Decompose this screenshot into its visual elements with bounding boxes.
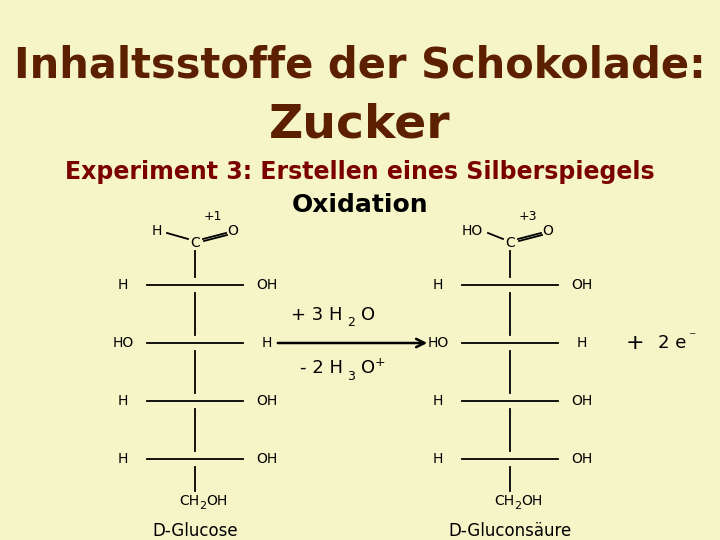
Text: H: H (118, 278, 128, 292)
Text: H: H (433, 394, 444, 408)
Text: +1: +1 (204, 211, 222, 224)
Text: OH: OH (207, 494, 228, 508)
Text: HO: HO (462, 224, 482, 238)
Text: ⁻: ⁻ (688, 330, 696, 344)
Text: - 2 H: - 2 H (300, 359, 343, 377)
Text: 3: 3 (348, 369, 356, 382)
Text: O: O (361, 306, 374, 324)
Text: H: H (433, 278, 444, 292)
Text: OH: OH (256, 278, 278, 292)
Text: Zucker: Zucker (269, 103, 451, 147)
Text: OH: OH (256, 452, 278, 466)
Text: OH: OH (256, 394, 278, 408)
Text: H: H (118, 452, 128, 466)
Text: O: O (361, 359, 374, 377)
Text: CH: CH (494, 494, 514, 508)
Text: H: H (577, 336, 588, 350)
Text: O: O (543, 224, 554, 238)
Text: Experiment 3: Erstellen eines Silberspiegels: Experiment 3: Erstellen eines Silberspie… (66, 160, 654, 184)
Text: +: + (374, 355, 385, 368)
Text: 2: 2 (348, 315, 356, 328)
Text: HO: HO (428, 336, 449, 350)
Text: D-Gluconsäure: D-Gluconsäure (449, 522, 572, 540)
Text: CH: CH (179, 494, 199, 508)
Text: D-Glucose: D-Glucose (152, 522, 238, 540)
Text: OH: OH (572, 278, 593, 292)
Text: H: H (152, 224, 162, 238)
Text: OH: OH (572, 452, 593, 466)
Text: 2 e: 2 e (658, 334, 686, 352)
Text: OH: OH (572, 394, 593, 408)
Text: H: H (433, 452, 444, 466)
Text: O: O (228, 224, 238, 238)
Text: H: H (262, 336, 272, 350)
Text: HO: HO (112, 336, 134, 350)
Text: H: H (118, 394, 128, 408)
Text: C: C (190, 236, 200, 250)
Text: + 3 H: + 3 H (291, 306, 343, 324)
Text: 2: 2 (514, 501, 521, 511)
Text: +: + (626, 333, 644, 353)
Text: +3: +3 (518, 211, 537, 224)
Text: Oxidation: Oxidation (292, 193, 428, 217)
Text: C: C (505, 236, 515, 250)
Text: Inhaltsstoffe der Schokolade:: Inhaltsstoffe der Schokolade: (14, 44, 706, 86)
Text: 2: 2 (199, 501, 207, 511)
Text: OH: OH (521, 494, 543, 508)
